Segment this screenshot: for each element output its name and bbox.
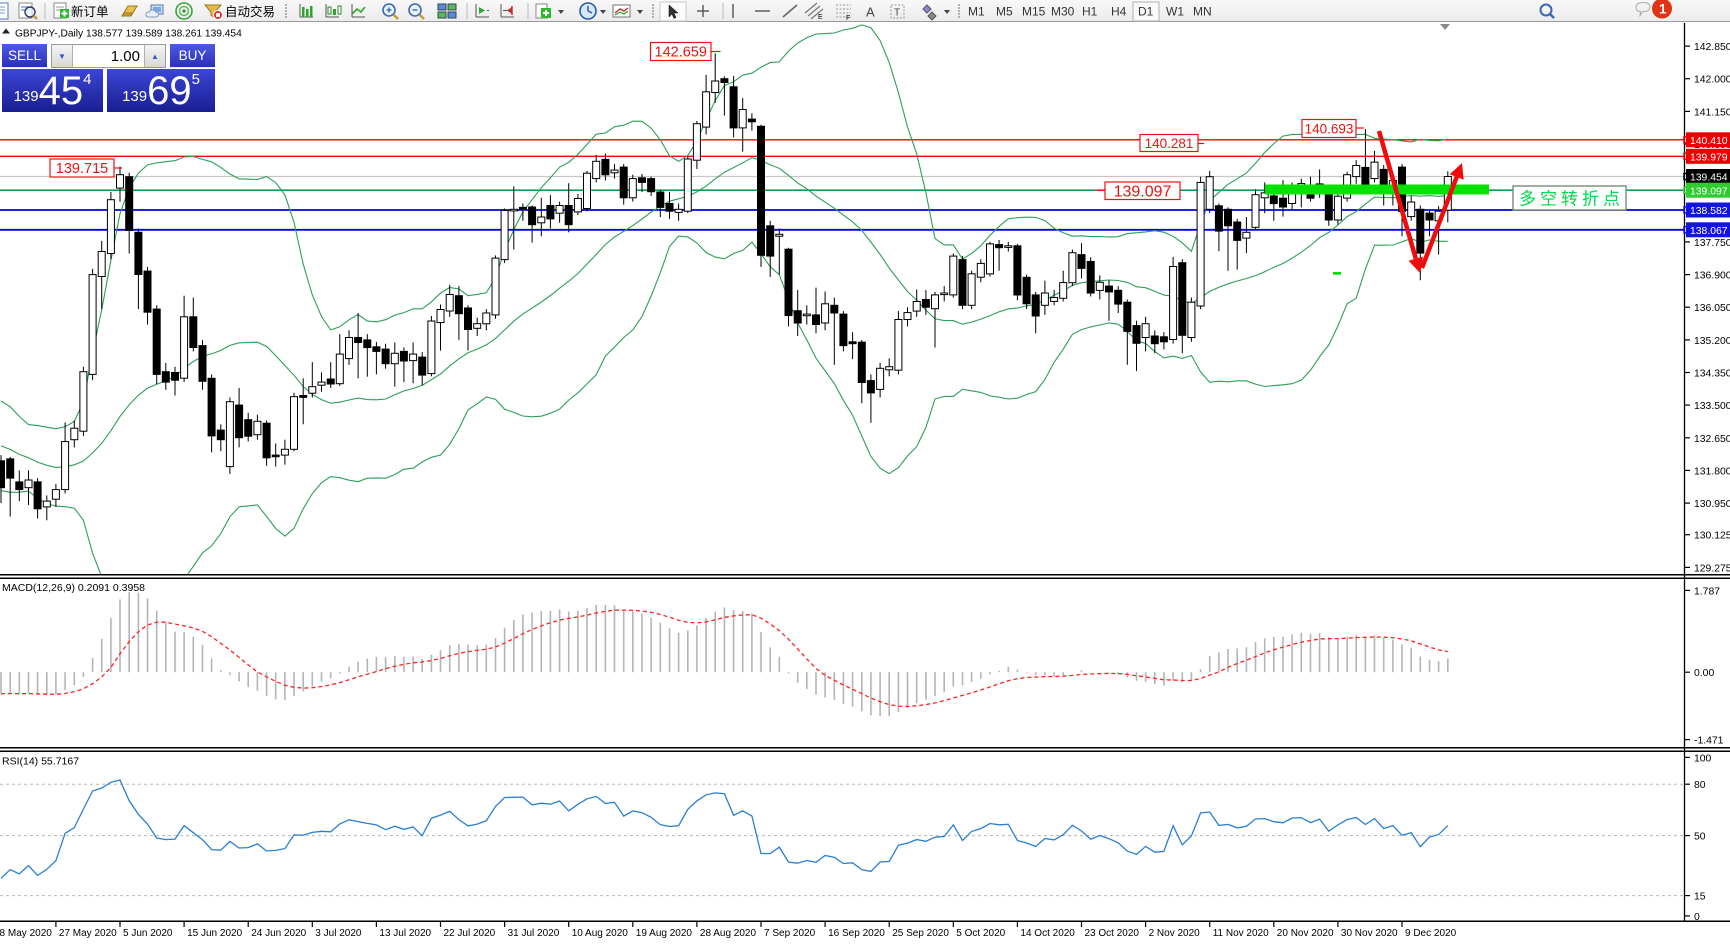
svg-text:142.659: 142.659	[655, 45, 707, 61]
svg-text:22 Jul 2020: 22 Jul 2020	[444, 928, 496, 939]
svg-text:50: 50	[1694, 832, 1706, 843]
svg-text:132.650: 132.650	[1694, 434, 1730, 445]
svg-text:139.097: 139.097	[1114, 184, 1172, 201]
svg-text:134.350: 134.350	[1694, 369, 1730, 380]
svg-text:5 Oct 2020: 5 Oct 2020	[956, 928, 1005, 939]
svg-text:2 Nov 2020: 2 Nov 2020	[1149, 928, 1201, 939]
svg-text:16 Sep 2020: 16 Sep 2020	[828, 928, 885, 939]
svg-text:H4: H4	[1111, 5, 1127, 19]
svg-text:140.693: 140.693	[1305, 121, 1354, 136]
svg-text:135.200: 135.200	[1694, 336, 1730, 347]
svg-text:15: 15	[1694, 892, 1706, 903]
svg-text:0.00: 0.00	[1694, 668, 1714, 679]
svg-text:142.000: 142.000	[1694, 75, 1730, 86]
svg-text:E: E	[818, 14, 823, 21]
svg-text:13 Jul 2020: 13 Jul 2020	[379, 928, 431, 939]
svg-text:129.275: 129.275	[1694, 563, 1730, 574]
svg-text:136.900: 136.900	[1694, 271, 1730, 282]
svg-text:138.067: 138.067	[1690, 226, 1728, 237]
svg-text:新订单: 新订单	[71, 4, 109, 19]
svg-text:136.050: 136.050	[1694, 303, 1730, 314]
svg-text:1.787: 1.787	[1694, 586, 1720, 597]
svg-text:3 Jul 2020: 3 Jul 2020	[315, 928, 362, 939]
svg-text:11 Nov 2020: 11 Nov 2020	[1213, 928, 1269, 939]
svg-text:100: 100	[1694, 753, 1712, 764]
svg-text:130.950: 130.950	[1694, 499, 1730, 510]
svg-text:自动交易: 自动交易	[225, 4, 275, 19]
svg-text:130.125: 130.125	[1694, 531, 1730, 542]
svg-text:1: 1	[1659, 2, 1667, 17]
svg-text:RSI(14) 55.7167: RSI(14) 55.7167	[2, 756, 79, 768]
svg-text:137.750: 137.750	[1694, 238, 1730, 249]
svg-text:F: F	[846, 15, 850, 22]
svg-text:MN: MN	[1193, 5, 1212, 19]
svg-text:W1: W1	[1166, 5, 1184, 19]
svg-text:28 Aug 2020: 28 Aug 2020	[700, 928, 757, 939]
svg-text:30 Nov 2020: 30 Nov 2020	[1341, 928, 1398, 939]
svg-text:H1: H1	[1082, 5, 1098, 19]
svg-text:T: T	[894, 8, 900, 19]
svg-text:M1: M1	[968, 5, 985, 19]
svg-text:5 Jun 2020: 5 Jun 2020	[123, 928, 173, 939]
svg-text:19 Aug 2020: 19 Aug 2020	[636, 928, 693, 939]
svg-text:10 Aug 2020: 10 Aug 2020	[572, 928, 629, 939]
svg-text:7 Sep 2020: 7 Sep 2020	[764, 928, 816, 939]
svg-text:139.715: 139.715	[56, 161, 108, 177]
svg-text:27 May 2020: 27 May 2020	[59, 928, 117, 939]
svg-text:131.800: 131.800	[1694, 466, 1730, 477]
svg-text:-1.471: -1.471	[1694, 736, 1724, 747]
svg-text:140.410: 140.410	[1690, 136, 1728, 147]
svg-text:139.097: 139.097	[1690, 186, 1728, 197]
svg-text:M15: M15	[1022, 5, 1046, 19]
svg-text:133.500: 133.500	[1694, 401, 1730, 412]
svg-text:139.454: 139.454	[1690, 173, 1728, 184]
svg-text:15 Jun 2020: 15 Jun 2020	[187, 928, 242, 939]
svg-text:M30: M30	[1051, 5, 1075, 19]
svg-text:139.979: 139.979	[1690, 153, 1728, 164]
svg-text:138.582: 138.582	[1690, 206, 1728, 217]
svg-text:80: 80	[1694, 780, 1706, 791]
svg-text:M5: M5	[996, 5, 1013, 19]
svg-text:14 Oct 2020: 14 Oct 2020	[1020, 928, 1075, 939]
svg-text:20 Nov 2020: 20 Nov 2020	[1277, 928, 1334, 939]
svg-text:MACD(12,26,9) 0.2091 0.3958: MACD(12,26,9) 0.2091 0.3958	[2, 582, 145, 594]
svg-text:23 Oct 2020: 23 Oct 2020	[1085, 928, 1140, 939]
svg-text:0: 0	[1694, 912, 1700, 923]
svg-text:142.850: 142.850	[1694, 42, 1730, 53]
svg-text:140.281: 140.281	[1145, 136, 1194, 151]
svg-text:24 Jun 2020: 24 Jun 2020	[251, 928, 306, 939]
svg-text:141.150: 141.150	[1694, 107, 1730, 118]
svg-text:18 May 2020: 18 May 2020	[0, 928, 52, 939]
svg-text:25 Sep 2020: 25 Sep 2020	[892, 928, 949, 939]
svg-text:31 Jul 2020: 31 Jul 2020	[508, 928, 560, 939]
svg-text:D1: D1	[1138, 5, 1154, 19]
svg-text:GBPJPY-,Daily 138.577 139.589: GBPJPY-,Daily 138.577 139.589 138.261 13…	[15, 29, 242, 40]
svg-text:多空转折点: 多空转折点	[1519, 190, 1620, 209]
svg-text:A: A	[866, 5, 875, 20]
svg-text:9 Dec 2020: 9 Dec 2020	[1405, 928, 1457, 939]
